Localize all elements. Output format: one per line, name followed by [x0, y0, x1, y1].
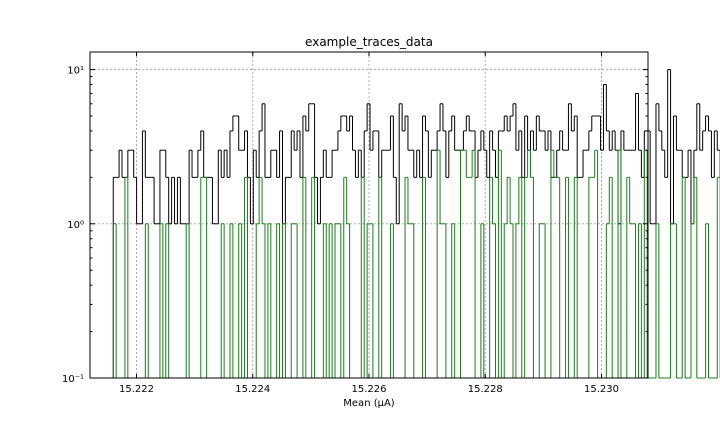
x-tick-label: 15.222 — [119, 384, 154, 395]
y-tick-label: 10⁰ — [67, 220, 84, 231]
x-tick-label: 15.224 — [235, 384, 270, 395]
x-axis-label: Mean (μA) — [343, 398, 395, 409]
x-tick-label: 15.228 — [468, 384, 503, 395]
x-tick-label: 15.230 — [584, 384, 619, 395]
series-0 — [112, 69, 720, 378]
y-axis: 10⁻¹ 10⁰ 10¹ — [62, 66, 648, 385]
y-tick-label: 10¹ — [67, 66, 84, 77]
x-tick-label: 15.226 — [352, 384, 387, 395]
x-axis: 15.222 15.224 15.226 15.228 15.230 — [119, 52, 619, 395]
y-tick-label: 10⁻¹ — [62, 374, 84, 385]
chart-title: example_traces_data — [305, 35, 433, 49]
